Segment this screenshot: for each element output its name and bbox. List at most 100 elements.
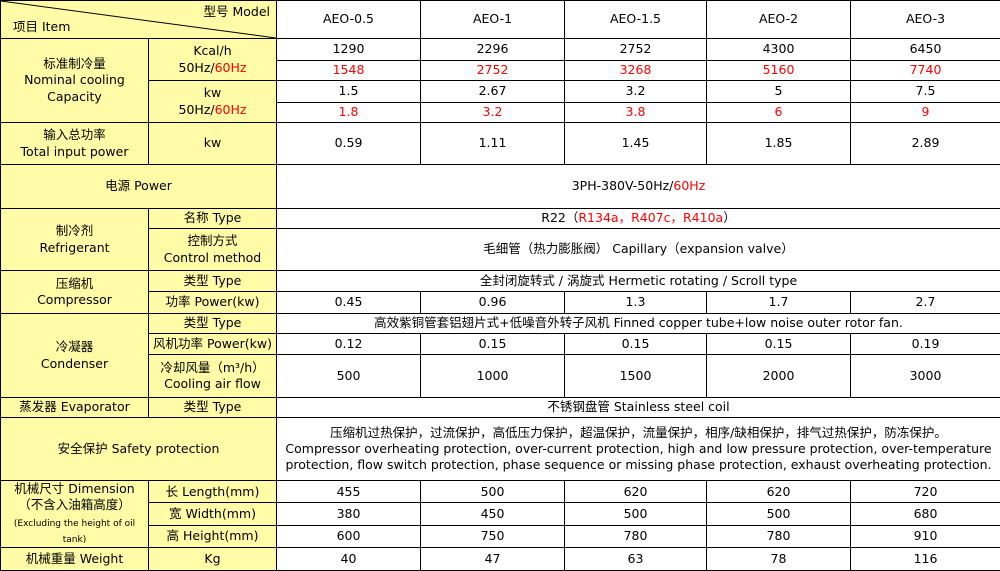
- power-label: 电源 Power: [1, 165, 277, 209]
- cell: 1.85: [707, 123, 851, 165]
- model-header: AEO-3: [851, 1, 1000, 39]
- cell: 1.7: [707, 292, 851, 314]
- cell: 500: [707, 503, 851, 525]
- weight-unit: Kg: [149, 547, 277, 570]
- dimension-label: 机械尺寸 Dimension（不含入油箱高度）(Excluding the he…: [1, 481, 149, 548]
- width-label: 宽 Width(mm): [149, 503, 277, 525]
- cell: 600: [277, 525, 421, 547]
- cell: 4300: [707, 39, 851, 61]
- cell: 78: [707, 547, 851, 570]
- cell: 0.12: [277, 334, 421, 355]
- air-flow-label: 冷却风量（m³/h）Cooling air flow: [149, 355, 277, 398]
- header-corner: 型号 Model 项目 Item: [1, 1, 277, 39]
- cell: 0.15: [707, 334, 851, 355]
- evaporator-type-label: 类型 Type: [149, 398, 277, 418]
- cell: 620: [565, 481, 707, 503]
- cell: 3.2: [421, 103, 565, 123]
- cell: 0.59: [277, 123, 421, 165]
- safety-value: 压缩机过热保护，过流保护，高低压力保护，超温保护，流量保护，相序/缺相保护，排气…: [277, 418, 1000, 481]
- cell: 40: [277, 547, 421, 570]
- cell: 3268: [565, 61, 707, 81]
- model-header: AEO-1: [421, 1, 565, 39]
- cell: 450: [421, 503, 565, 525]
- cell: 1.3: [565, 292, 707, 314]
- weight-label: 机械重量 Weight: [1, 547, 149, 570]
- input-power-unit: kw: [149, 123, 277, 165]
- control-method-value: 毛细管（热力膨胀阀） Capillary（expansion valve）: [277, 229, 1000, 271]
- cell: 1.11: [421, 123, 565, 165]
- refrigerant-type-label: 名称 Type: [149, 209, 277, 229]
- condenser-type-value: 高效紫铜管套铝翅片式+低噪音外转子风机 Finned copper tube+l…: [277, 314, 1000, 334]
- item-label: 项目 Item: [13, 19, 70, 35]
- cell: 1000: [421, 355, 565, 398]
- cell: 47: [421, 547, 565, 570]
- cell: 6450: [851, 39, 1000, 61]
- cell: 780: [565, 525, 707, 547]
- cell: 116: [851, 547, 1000, 570]
- height-label: 高 Height(mm): [149, 525, 277, 547]
- length-label: 长 Length(mm): [149, 481, 277, 503]
- cell: 5160: [707, 61, 851, 81]
- compressor-power-label: 功率 Power(kw): [149, 292, 277, 314]
- model-header: AEO-1.5: [565, 1, 707, 39]
- cell: 9: [851, 103, 1000, 123]
- cell: 0.45: [277, 292, 421, 314]
- compressor-type-label: 类型 Type: [149, 271, 277, 292]
- cell: 7740: [851, 61, 1000, 81]
- cell: 2.67: [421, 81, 565, 103]
- cell: 2.89: [851, 123, 1000, 165]
- cell: 6: [707, 103, 851, 123]
- cell: 63: [565, 547, 707, 570]
- cell: 5: [707, 81, 851, 103]
- cell: 0.19: [851, 334, 1000, 355]
- cell: 620: [707, 481, 851, 503]
- model-header: AEO-0.5: [277, 1, 421, 39]
- compressor-type-value: 全封闭旋转式 / 涡旋式 Hermetic rotating / Scroll …: [277, 271, 1000, 292]
- cell: 0.15: [565, 334, 707, 355]
- cell: 2000: [707, 355, 851, 398]
- power-value: 3PH-380V-50Hz/60Hz: [277, 165, 1000, 209]
- cell: 1.5: [277, 81, 421, 103]
- cell: 2752: [421, 61, 565, 81]
- model-label: 型号 Model: [203, 4, 270, 20]
- condenser-type-label: 类型 Type: [149, 314, 277, 334]
- model-header: AEO-2: [707, 1, 851, 39]
- cell: 910: [851, 525, 1000, 547]
- cell: 500: [565, 503, 707, 525]
- cell: 2.7: [851, 292, 1000, 314]
- evaporator-type-value: 不锈钢盘管 Stainless steel coil: [277, 398, 1000, 418]
- cell: 1.45: [565, 123, 707, 165]
- cell: 2752: [565, 39, 707, 61]
- fan-power-label: 风机功率 Power(kw): [149, 334, 277, 355]
- cell: 500: [421, 481, 565, 503]
- evaporator-label: 蒸发器 Evaporator: [1, 398, 149, 418]
- cell: 7.5: [851, 81, 1000, 103]
- cell: 3.8: [565, 103, 707, 123]
- cell: 380: [277, 503, 421, 525]
- cell: 780: [707, 525, 851, 547]
- cell: 0.15: [421, 334, 565, 355]
- cell: 720: [851, 481, 1000, 503]
- cell: 3000: [851, 355, 1000, 398]
- cell: 750: [421, 525, 565, 547]
- cell: 2296: [421, 39, 565, 61]
- cell: 3.2: [565, 81, 707, 103]
- cell: 455: [277, 481, 421, 503]
- safety-label: 安全保护 Safety protection: [1, 418, 277, 481]
- refrigerant-type-value: R22（R134a，R407c，R410a）: [277, 209, 1000, 229]
- cell: 1.8: [277, 103, 421, 123]
- cell: 0.96: [421, 292, 565, 314]
- cell: 500: [277, 355, 421, 398]
- cell: 1548: [277, 61, 421, 81]
- cell: 680: [851, 503, 1000, 525]
- cell: 1500: [565, 355, 707, 398]
